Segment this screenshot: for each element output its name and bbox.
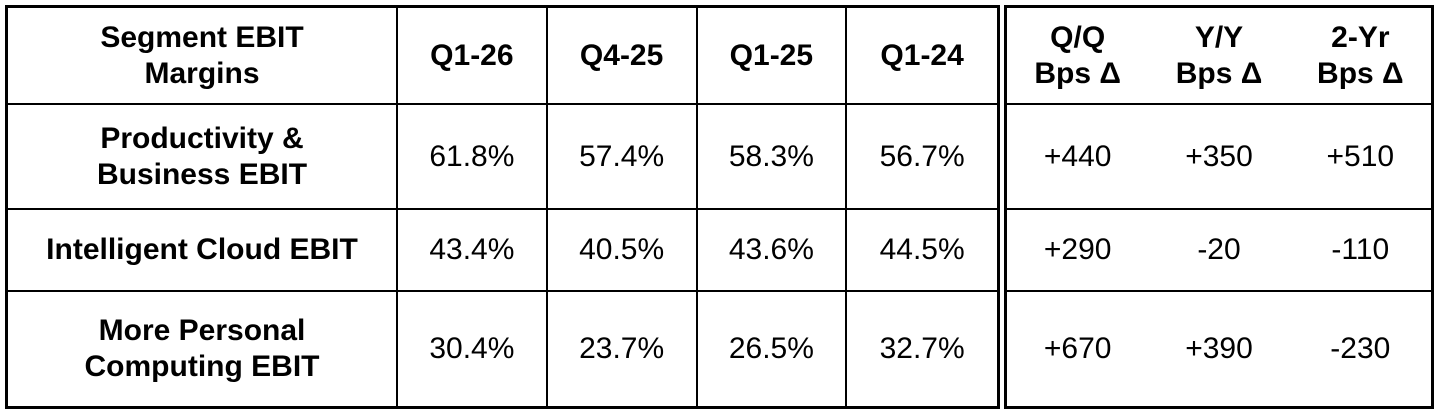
header-cell-q1-25: Q1-25 (697, 8, 848, 105)
cell-more-personal-q4-25: 23.7% (548, 292, 698, 406)
header-line2: Bps Δ (1175, 56, 1263, 90)
header-line2: Bps Δ (1034, 56, 1121, 90)
margins-table: Segment EBIT Margins Q1-26 Q4-25 Q1-25 Q… (5, 5, 1000, 409)
cell-productivity-q1-26: 61.8% (398, 105, 548, 210)
cell-productivity-qq-delta: +440 (1007, 105, 1149, 210)
row-label-line2: Business EBIT (96, 157, 308, 191)
cell-productivity-yy-delta: +350 (1148, 105, 1290, 210)
header-line1: Y/Y (1194, 20, 1244, 54)
cell-more-personal-qq-delta: +670 (1043, 332, 1112, 365)
table-title-line2: Margins (144, 56, 260, 90)
row-label-line1: Productivity & (100, 121, 304, 155)
cell-productivity-2yr-delta: +510 (1289, 105, 1431, 210)
cell-more-personal-q1-25: 26.5% (698, 292, 848, 406)
header-cell-q1-26: Q1-26 (398, 8, 548, 105)
cell-more-personal-2yr-delta: -230 (1330, 332, 1391, 365)
cell-intelligent-cloud-yy-delta: -20 (1148, 210, 1290, 292)
cell-more-personal-q1-26: 30.4% (398, 292, 548, 406)
header-cell-yy-bps-delta: Y/Y Bps Δ (1148, 8, 1290, 105)
header-line1: 2-Yr (1331, 20, 1390, 54)
cell-intelligent-cloud-q4-25: 40.5% (547, 210, 698, 292)
segment-ebit-margins-table: Segment EBIT Margins Q1-26 Q4-25 Q1-25 Q… (5, 5, 1434, 409)
bps-delta-table: Q/Q Bps Δ Y/Y Bps Δ 2-Yr Bps Δ +440 +350… (1004, 5, 1434, 409)
cell-more-personal-q1-24: 32.7% (879, 332, 965, 365)
cell-productivity-q4-25: 57.4% (547, 105, 698, 210)
cell-more-personal-yy-delta: +390 (1185, 332, 1253, 365)
header-cell-2yr-bps-delta: 2-Yr Bps Δ (1289, 8, 1431, 105)
cell-intelligent-cloud-qq-delta: +290 (1007, 210, 1149, 292)
row-label-intelligent-cloud-ebit: Intelligent Cloud EBIT (8, 210, 398, 292)
row-label-line1: Intelligent Cloud EBIT (46, 233, 358, 266)
cell-intelligent-cloud-2yr-delta: -110 (1289, 210, 1431, 292)
header-line1: Q/Q (1050, 20, 1106, 54)
row-label-line2: Computing EBIT (84, 350, 320, 383)
cell-intelligent-cloud-q1-25: 43.6% (697, 210, 848, 292)
cell-intelligent-cloud-q1-24: 44.5% (847, 210, 997, 292)
row-label-line1: More Personal (98, 314, 306, 347)
cell-productivity-q1-24: 56.7% (847, 105, 997, 210)
table-title-line1: Segment EBIT (100, 20, 304, 54)
header-cell-segment-ebit-margins: Segment EBIT Margins (8, 8, 398, 105)
header-cell-q1-24: Q1-24 (847, 8, 997, 105)
row-label-more-personal-computing-ebit: More Personal Computing EBIT (8, 292, 398, 406)
header-line2: Bps Δ (1317, 56, 1404, 90)
header-cell-q4-25: Q4-25 (547, 8, 698, 105)
row-label-productivity-business-ebit: Productivity & Business EBIT (8, 105, 398, 210)
header-cell-qq-bps-delta: Q/Q Bps Δ (1007, 8, 1149, 105)
cell-productivity-q1-25: 58.3% (697, 105, 848, 210)
cell-intelligent-cloud-q1-26: 43.4% (398, 210, 548, 292)
